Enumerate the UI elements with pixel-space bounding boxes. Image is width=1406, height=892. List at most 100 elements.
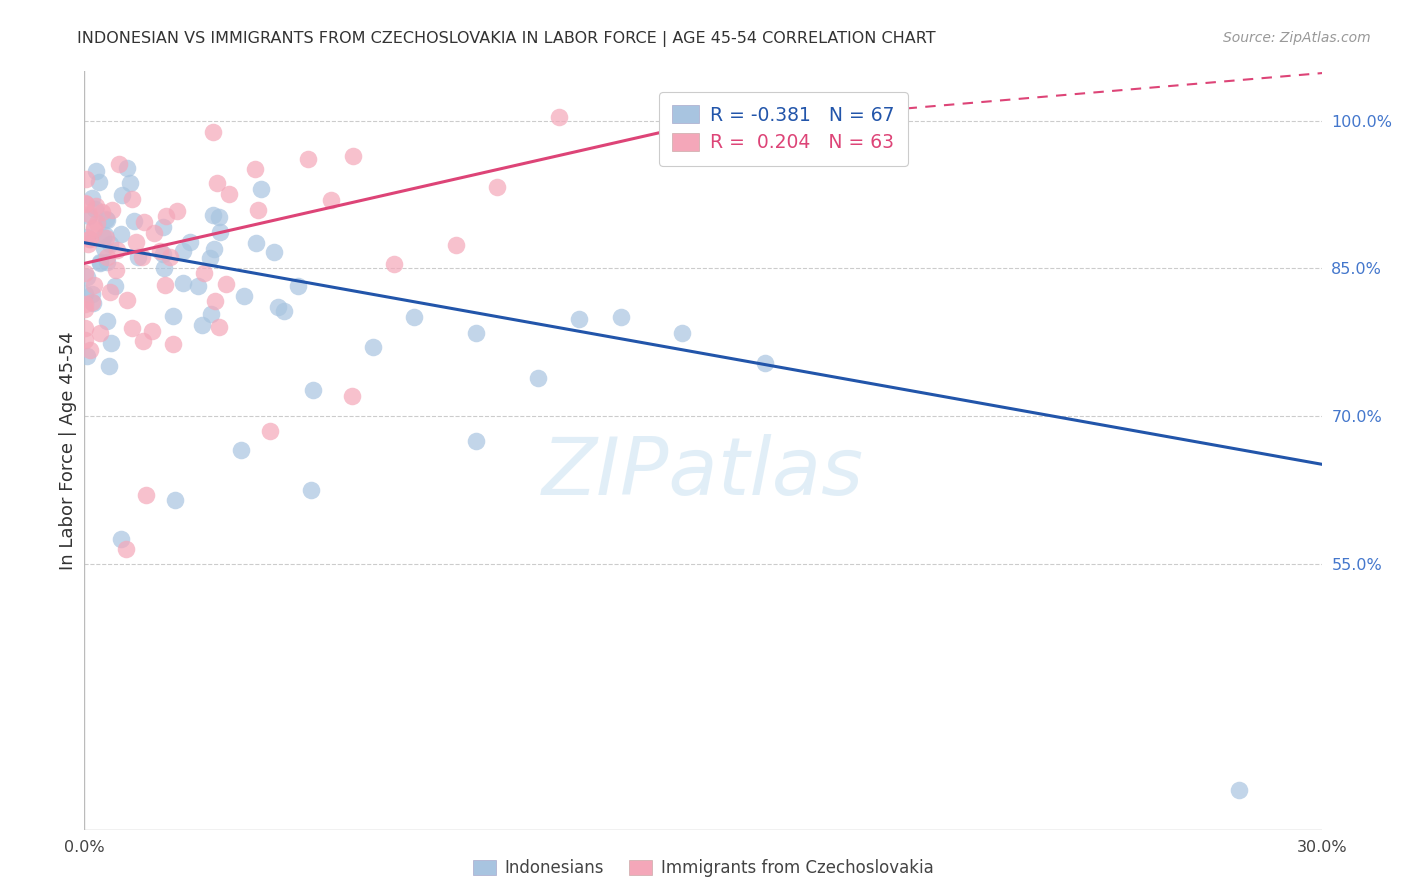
Point xyxy=(96,212,118,227)
Point xyxy=(205,176,228,190)
Point xyxy=(201,207,224,221)
Point xyxy=(250,182,273,196)
Point xyxy=(200,251,222,265)
Point xyxy=(82,295,104,310)
Point xyxy=(96,251,118,265)
Point xyxy=(208,319,231,334)
Point xyxy=(208,211,231,225)
Point xyxy=(382,257,405,271)
Point xyxy=(76,269,98,284)
Point xyxy=(263,244,285,259)
Point xyxy=(152,247,174,261)
Point xyxy=(155,277,177,292)
Point xyxy=(76,349,98,363)
Point xyxy=(232,288,254,302)
Point xyxy=(187,278,209,293)
Point xyxy=(105,244,128,258)
Point xyxy=(342,389,364,403)
Point xyxy=(342,149,364,163)
Point xyxy=(98,237,121,252)
Point xyxy=(96,255,118,269)
Point xyxy=(110,227,132,241)
Point xyxy=(100,336,122,351)
Point xyxy=(444,238,467,252)
Point xyxy=(75,266,97,280)
Point xyxy=(114,541,136,556)
Point xyxy=(79,231,101,245)
Point xyxy=(259,424,281,438)
Y-axis label: In Labor Force | Age 45-54: In Labor Force | Age 45-54 xyxy=(59,331,77,570)
Point xyxy=(159,250,181,264)
Point xyxy=(104,279,127,293)
Point xyxy=(110,532,132,546)
Point xyxy=(132,334,155,349)
Point xyxy=(465,326,488,341)
Point xyxy=(162,337,184,351)
Point xyxy=(404,310,426,325)
Point xyxy=(485,180,508,194)
Point xyxy=(86,216,108,230)
Point xyxy=(89,175,111,189)
Point xyxy=(104,263,127,277)
Point xyxy=(166,204,188,219)
Point xyxy=(73,301,96,316)
Point xyxy=(202,125,225,139)
Point xyxy=(93,241,115,255)
Point xyxy=(77,209,100,223)
Point xyxy=(218,187,240,202)
Point xyxy=(89,326,111,341)
Point xyxy=(94,228,117,243)
Legend: Indonesians, Immigrants from Czechoslovakia: Indonesians, Immigrants from Czechoslova… xyxy=(465,853,941,884)
Point xyxy=(465,434,488,448)
Point xyxy=(127,250,149,264)
Point xyxy=(301,383,323,397)
Point xyxy=(84,163,107,178)
Point xyxy=(124,214,146,228)
Point xyxy=(94,231,117,245)
Point xyxy=(121,192,143,206)
Point xyxy=(83,202,105,216)
Point xyxy=(172,276,194,290)
Point xyxy=(245,235,267,250)
Point xyxy=(191,318,214,333)
Point xyxy=(121,321,143,335)
Point xyxy=(91,205,114,219)
Point xyxy=(243,161,266,176)
Point xyxy=(98,285,121,299)
Point xyxy=(609,310,631,325)
Point xyxy=(77,236,100,251)
Point xyxy=(75,171,97,186)
Point xyxy=(75,196,97,211)
Point xyxy=(202,242,225,256)
Point xyxy=(115,293,138,307)
Point xyxy=(124,235,146,250)
Point xyxy=(287,279,309,293)
Point xyxy=(131,250,153,264)
Point xyxy=(155,209,177,223)
Point xyxy=(162,309,184,323)
Point xyxy=(93,229,115,244)
Point xyxy=(83,219,105,234)
Point xyxy=(75,287,97,301)
Point xyxy=(209,225,232,239)
Point xyxy=(75,196,97,211)
Point xyxy=(83,221,105,235)
Point xyxy=(100,202,122,217)
Point xyxy=(96,313,118,327)
Point xyxy=(84,199,107,213)
Point xyxy=(152,219,174,234)
Point xyxy=(149,244,172,258)
Point xyxy=(527,371,550,385)
Point xyxy=(82,287,104,301)
Point xyxy=(215,277,238,291)
Point xyxy=(754,356,776,370)
Text: INDONESIAN VS IMMIGRANTS FROM CZECHOSLOVAKIA IN LABOR FORCE | AGE 45-54 CORRELAT: INDONESIAN VS IMMIGRANTS FROM CZECHOSLOV… xyxy=(77,31,936,47)
Point xyxy=(77,207,100,221)
Point xyxy=(193,266,215,280)
Text: ZIPatlas: ZIPatlas xyxy=(541,434,865,512)
Point xyxy=(204,294,226,309)
Text: Source: ZipAtlas.com: Source: ZipAtlas.com xyxy=(1223,31,1371,45)
Point xyxy=(76,230,98,244)
Point xyxy=(179,235,201,249)
Point xyxy=(89,256,111,270)
